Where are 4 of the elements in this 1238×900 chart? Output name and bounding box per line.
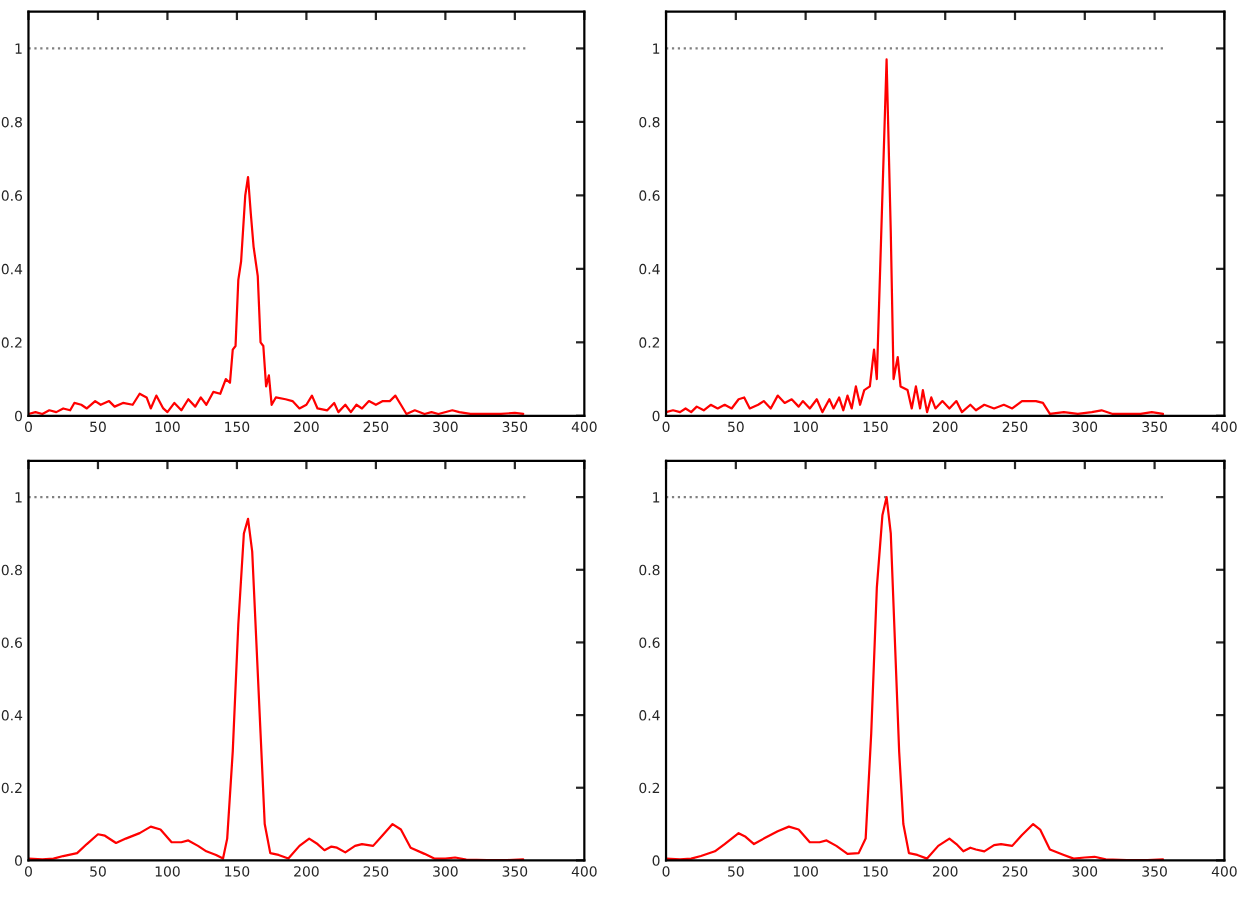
line-series bbox=[28, 175, 525, 416]
line-series bbox=[666, 496, 1165, 861]
line-series bbox=[28, 517, 525, 861]
line-series bbox=[666, 58, 1165, 416]
